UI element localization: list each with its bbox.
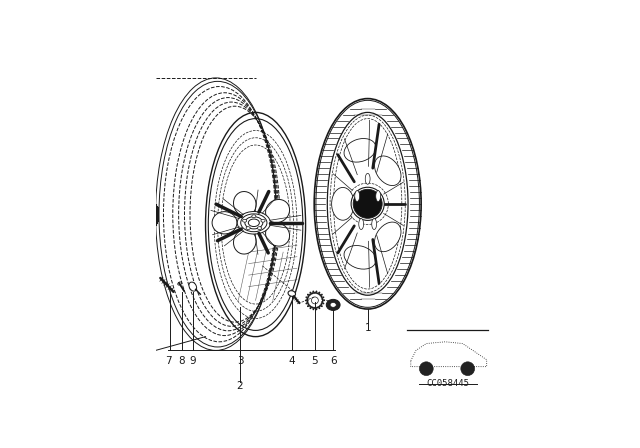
Text: 4: 4: [289, 357, 295, 366]
Ellipse shape: [266, 199, 289, 223]
Text: 2: 2: [237, 381, 243, 391]
Text: 9: 9: [189, 357, 196, 366]
Ellipse shape: [365, 173, 370, 184]
Ellipse shape: [330, 302, 336, 307]
Ellipse shape: [234, 192, 256, 216]
Text: CC058445: CC058445: [426, 379, 469, 388]
Ellipse shape: [261, 220, 265, 222]
Text: 7: 7: [165, 357, 172, 366]
Ellipse shape: [248, 219, 259, 227]
Ellipse shape: [326, 299, 340, 310]
Ellipse shape: [246, 227, 250, 229]
Circle shape: [419, 362, 433, 375]
Circle shape: [351, 187, 384, 220]
Text: 5: 5: [312, 357, 318, 366]
Ellipse shape: [234, 229, 256, 254]
Text: 8: 8: [178, 357, 185, 366]
Ellipse shape: [266, 223, 289, 246]
Ellipse shape: [376, 190, 381, 202]
Ellipse shape: [359, 219, 364, 229]
Ellipse shape: [243, 220, 246, 222]
Ellipse shape: [178, 282, 182, 285]
Ellipse shape: [344, 246, 376, 269]
Ellipse shape: [332, 187, 354, 220]
Ellipse shape: [374, 222, 401, 252]
Circle shape: [353, 190, 382, 218]
Ellipse shape: [245, 217, 263, 229]
Ellipse shape: [237, 211, 270, 234]
Ellipse shape: [344, 138, 376, 162]
Circle shape: [461, 362, 475, 375]
Ellipse shape: [241, 214, 267, 232]
Text: 6: 6: [330, 357, 337, 366]
Ellipse shape: [212, 211, 237, 234]
Ellipse shape: [288, 291, 296, 296]
Ellipse shape: [355, 190, 360, 202]
Circle shape: [312, 297, 318, 304]
Text: 3: 3: [237, 357, 243, 366]
Ellipse shape: [252, 215, 256, 218]
Circle shape: [307, 293, 323, 308]
Ellipse shape: [372, 219, 376, 229]
Text: 1: 1: [364, 323, 371, 333]
Ellipse shape: [374, 156, 401, 185]
Ellipse shape: [257, 227, 262, 229]
Ellipse shape: [189, 282, 196, 291]
